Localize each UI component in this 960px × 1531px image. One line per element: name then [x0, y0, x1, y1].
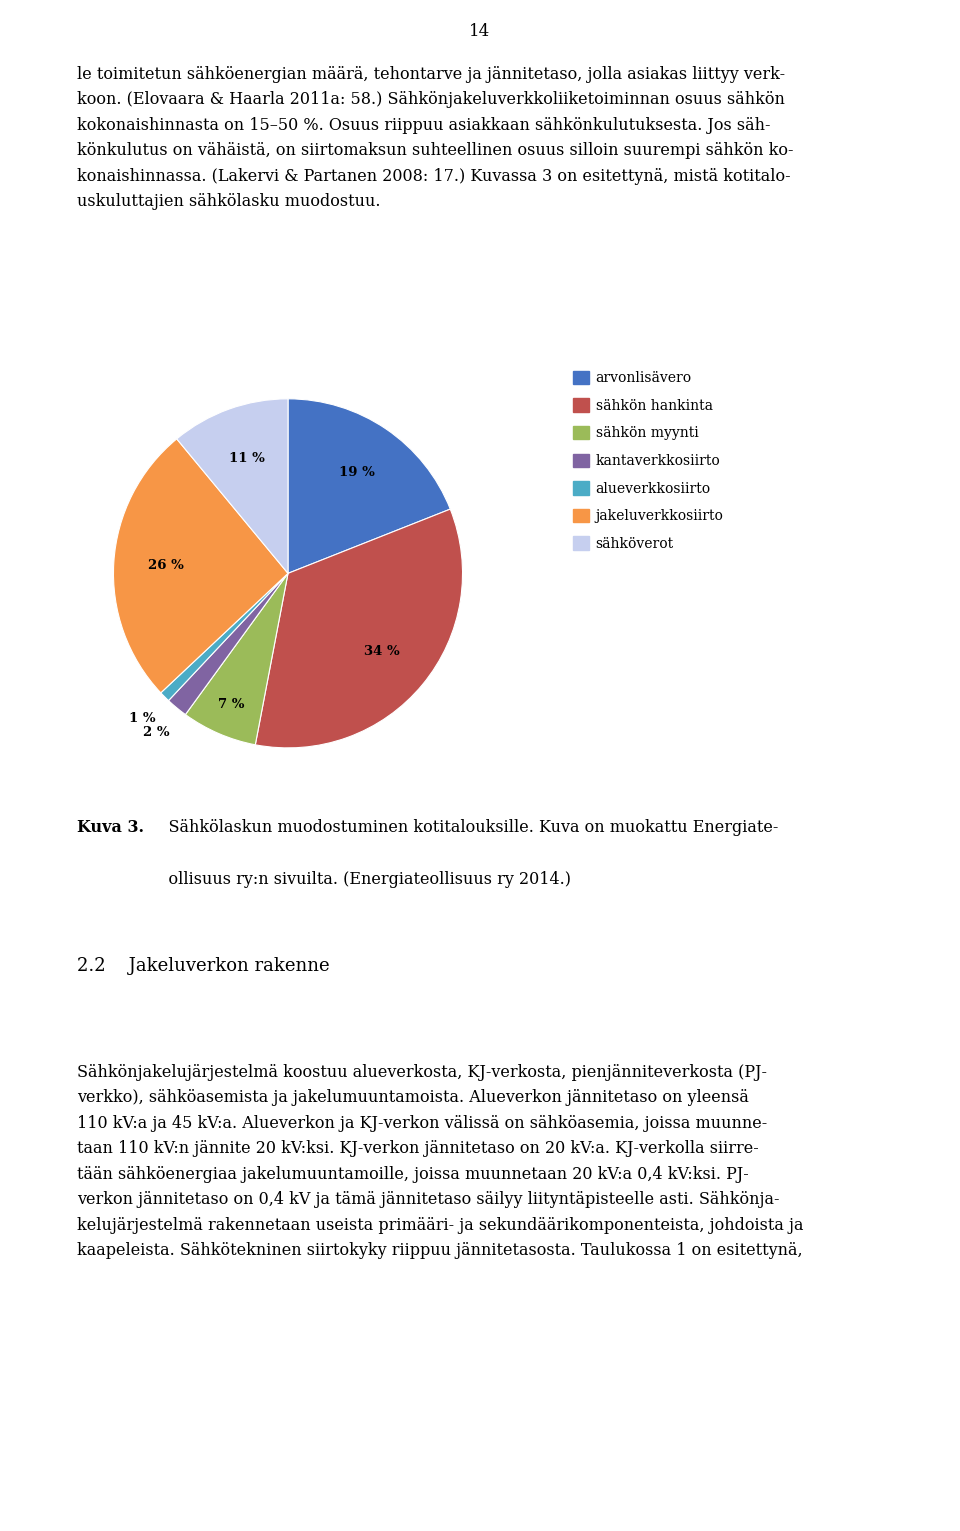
Text: 1 %: 1 %: [129, 712, 156, 726]
Text: 2.2    Jakeluverkon rakenne: 2.2 Jakeluverkon rakenne: [77, 957, 329, 975]
Text: Sähkölaskun muodostuminen kotitalouksille. Kuva on muokattu Energiate-: Sähkölaskun muodostuminen kotitalouksill…: [148, 819, 779, 836]
Legend: arvonlisävero, sähkön hankinta, sähkön myynti, kantaverkkosiirto, alueverkkosiir: arvonlisävero, sähkön hankinta, sähkön m…: [573, 371, 724, 551]
Text: le toimitetun sähköenergian määrä, tehontarve ja jännitetaso, jolla asiakas liit: le toimitetun sähköenergian määrä, tehon…: [77, 66, 793, 210]
Wedge shape: [185, 573, 288, 744]
Text: 2 %: 2 %: [143, 726, 170, 738]
Text: Kuva 3.: Kuva 3.: [77, 819, 144, 836]
Wedge shape: [169, 573, 288, 715]
Text: 26 %: 26 %: [148, 559, 184, 573]
Text: 7 %: 7 %: [218, 698, 245, 712]
Wedge shape: [160, 573, 288, 701]
Text: ollisuus ry:n sivuilta. (Energiateollisuus ry 2014.): ollisuus ry:n sivuilta. (Energiateollisu…: [148, 871, 571, 888]
Wedge shape: [255, 510, 463, 747]
Wedge shape: [177, 398, 288, 573]
Text: Sähkönjakelujärjestelmä koostuu alueverkosta, KJ-verkosta, pienjänniteverkosta (: Sähkönjakelujärjestelmä koostuu alueverk…: [77, 1064, 804, 1258]
Text: 14: 14: [469, 23, 491, 40]
Text: 19 %: 19 %: [339, 465, 374, 479]
Text: 11 %: 11 %: [228, 452, 265, 465]
Wedge shape: [288, 398, 450, 573]
Wedge shape: [113, 439, 288, 694]
Text: 34 %: 34 %: [364, 645, 400, 658]
